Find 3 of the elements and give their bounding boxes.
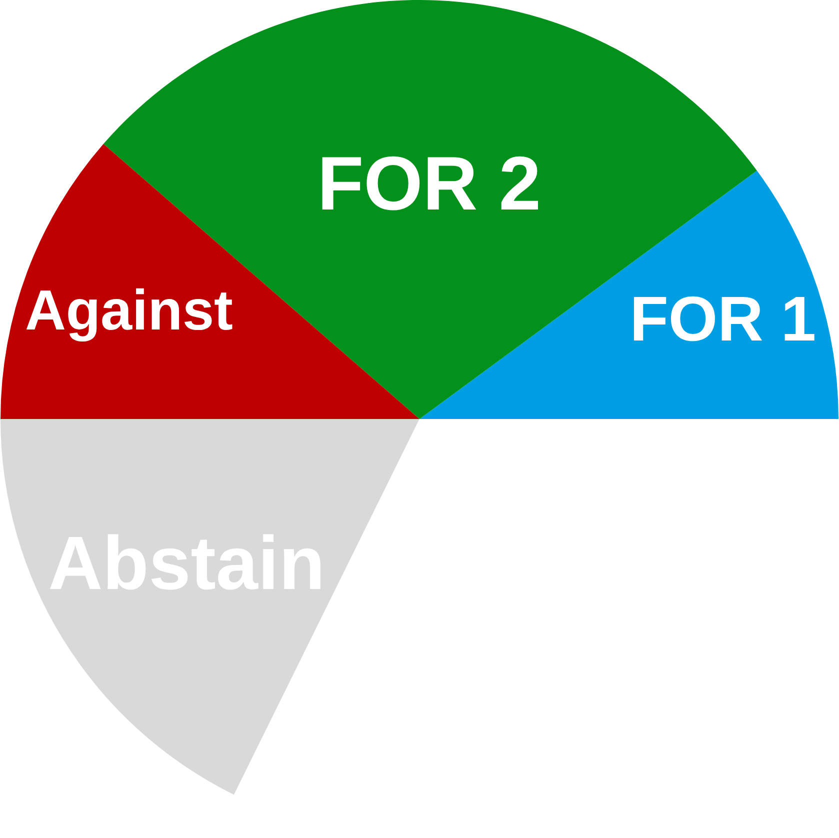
slice-label: FOR 2 bbox=[317, 141, 542, 226]
slice-label: FOR 1 bbox=[630, 284, 816, 355]
slice-label: Against bbox=[24, 279, 234, 342]
